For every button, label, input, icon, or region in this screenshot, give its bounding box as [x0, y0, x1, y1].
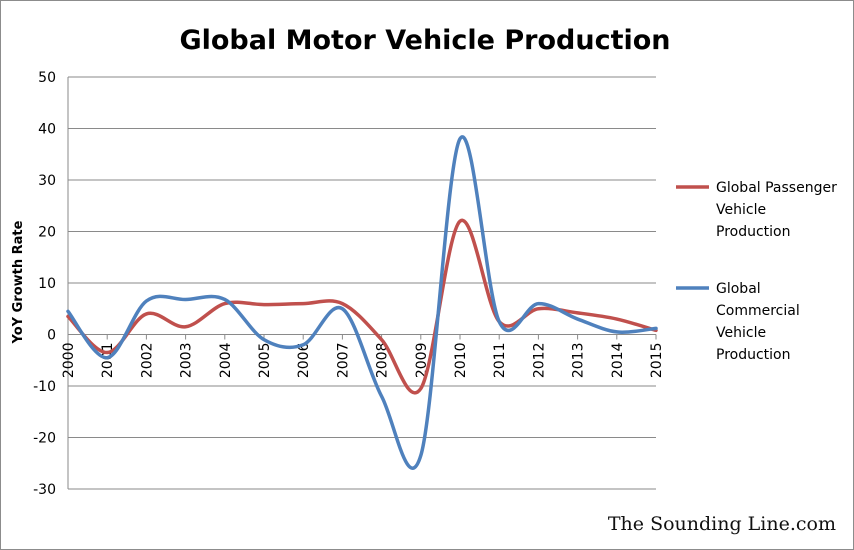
y-tick-label: 20	[38, 225, 56, 241]
y-tick-label: -20	[33, 431, 56, 447]
x-axis-ticks: 2000 2001 2002 2003 2004 2005 2006 2007 2008 2009…	[61, 334, 665, 379]
x-tick-label: 2008	[375, 343, 391, 379]
x-tick-label: 2005	[257, 343, 273, 379]
x-tick-label: 2004	[218, 342, 234, 378]
series-line-2	[66, 135, 658, 470]
y-tick-label: 30	[38, 173, 56, 189]
y-tick-label: 0	[47, 328, 56, 344]
chart-title: Global Motor Vehicle Production	[179, 25, 670, 56]
watermark: The Sounding Line.com	[608, 513, 836, 535]
x-tick-label: 2000	[61, 343, 77, 379]
x-tick-label: 2012	[531, 343, 547, 379]
legend: Global Passenger Vehicle Production Global C…	[676, 180, 837, 363]
x-tick-label: 2013	[571, 343, 587, 379]
series-lines	[66, 135, 658, 470]
legend-label: Production	[716, 347, 790, 363]
y-axis-label: YoY Growth Rate	[11, 220, 26, 344]
y-tick-label: 40	[38, 122, 56, 138]
gridlines	[67, 76, 656, 490]
x-tick-label: 2011	[492, 343, 508, 379]
x-tick-label: 2003	[179, 343, 195, 379]
x-tick-label: 2014	[610, 342, 626, 378]
legend-label: Commercial	[716, 303, 800, 319]
legend-label: Vehicle	[716, 202, 766, 218]
series-line-1	[66, 218, 658, 395]
legend-label: Vehicle	[716, 325, 766, 341]
x-tick-label: 2007	[335, 343, 351, 379]
x-tick-label: 2010	[453, 343, 469, 379]
legend-label: Global	[716, 281, 761, 297]
y-tick-label: -30	[33, 482, 56, 498]
legend-label: Global Passenger	[716, 180, 837, 196]
x-tick-label: 2006	[296, 342, 312, 378]
y-tick-label: 50	[38, 70, 56, 86]
legend-label: Production	[716, 224, 790, 240]
x-tick-label: 2015	[649, 343, 665, 379]
x-tick-label: 2002	[139, 343, 155, 379]
y-tick-label: 10	[38, 276, 56, 292]
y-axis-ticks: 50 40 30 20 10 0 -10 -20 -30	[33, 70, 56, 498]
y-tick-label: -10	[33, 379, 56, 395]
